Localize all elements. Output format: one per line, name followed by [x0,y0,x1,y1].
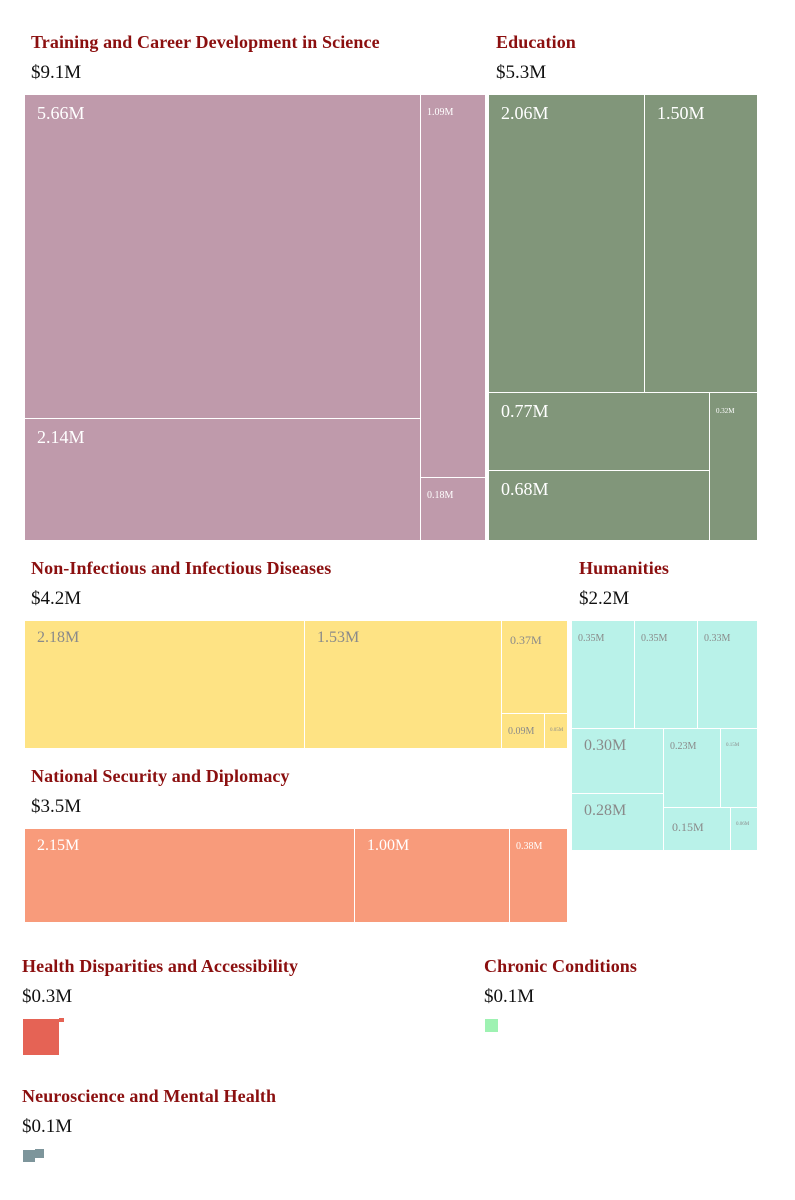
tile-value-label: 1.50M [657,103,705,123]
group-title: Health Disparities and Accessibility [22,956,299,976]
treemap-tile[interactable]: 0.30M [571,728,664,794]
treemap-tile[interactable]: 0.32M [709,392,758,541]
treemap-tile[interactable]: 0.15M [720,728,758,808]
treemap-tile[interactable]: 0.05M [544,713,568,749]
treemap-tile[interactable] [484,1018,499,1033]
treemap-tile[interactable]: 0.68M [488,470,710,541]
tile-value-label: 2.15M [37,837,80,854]
tile-value-label: 0.23M [670,741,697,752]
treemap-tile[interactable]: 0.06M [730,807,758,851]
treemap-tile[interactable]: 0.33M [697,620,758,729]
treemap-tile[interactable]: 2.18M [24,620,305,749]
group-total: $0.1M [484,986,535,1007]
tile-value-label: 0.33M [704,633,731,644]
tile-value-label: 1.09M [427,107,454,118]
group-total: $0.1M [22,1116,73,1137]
treemap-tile[interactable]: 2.15M [24,828,355,923]
tile-value-label: 0.32M [716,407,735,415]
treemap-tile[interactable] [59,1018,64,1022]
tile-value-label: 0.35M [641,633,668,644]
tile-value-label: 2.14M [37,427,85,447]
group-title: Humanities [579,558,670,578]
treemap-tile[interactable]: 0.35M [634,620,698,729]
treemap-tile[interactable]: 2.14M [24,418,421,541]
group-title: Neuroscience and Mental Health [22,1086,277,1106]
treemap-tile[interactable]: 2.06M [488,94,645,393]
tile-value-label: 1.53M [317,629,360,646]
tile-value-label: 0.30M [584,737,627,754]
group-title: Non-Infectious and Infectious Diseases [31,558,332,578]
treemap-tile[interactable]: 5.66M [24,94,421,419]
treemap-tile[interactable]: 0.38M [509,828,568,923]
tile-value-label: 0.15M [726,743,740,748]
tile-value-label: 0.18M [427,490,454,501]
treemap-tile[interactable] [35,1149,44,1158]
tile-value-label: 1.00M [367,837,410,854]
group-total: $4.2M [31,588,82,609]
group-total: $3.5M [31,796,82,817]
treemap-tile[interactable]: 0.77M [488,392,710,471]
tile-value-label: 0.38M [516,841,543,852]
tile-value-label: 0.15M [672,820,704,834]
tile-value-label: 0.06M [736,822,750,827]
group-total: $0.3M [22,986,73,1007]
group-title: Education [496,32,576,52]
treemap-tile[interactable]: 0.23M [663,728,721,808]
tile-value-label: 0.35M [578,633,605,644]
tile-value-label: 0.77M [501,401,549,421]
treemap-tile[interactable]: 1.09M [420,94,486,478]
tile-value-label: 2.18M [37,629,80,646]
treemap-tile[interactable]: 1.53M [304,620,502,749]
tile-value-label: 0.37M [510,633,542,647]
group-total: $2.2M [579,588,630,609]
treemap-tile[interactable] [22,1018,60,1056]
tile-value-label: 2.06M [501,103,549,123]
tile-value-label: 0.68M [501,479,549,499]
tile-value-label: 0.05M [550,728,564,733]
treemap-tile[interactable] [22,1149,36,1163]
treemap-tile[interactable]: 0.18M [420,477,486,541]
group-title: Chronic Conditions [484,956,638,976]
tile-value-label: 0.09M [508,726,535,737]
treemap-tile[interactable]: 0.37M [501,620,568,714]
treemap-tile[interactable]: 0.28M [571,793,664,851]
group-title: National Security and Diplomacy [31,766,290,786]
treemap-tile[interactable]: 1.00M [354,828,510,923]
treemap-tile[interactable]: 0.35M [571,620,635,729]
treemap-tile[interactable]: 0.09M [501,713,545,749]
tile-value-label: 0.28M [584,802,627,819]
group-title: Training and Career Development in Scien… [31,32,380,52]
group-total: $9.1M [31,62,82,83]
tile-value-label: 5.66M [37,103,85,123]
treemap-tile[interactable]: 1.50M [644,94,758,393]
group-total: $5.3M [496,62,547,83]
treemap-tile[interactable]: 0.15M [663,807,731,851]
